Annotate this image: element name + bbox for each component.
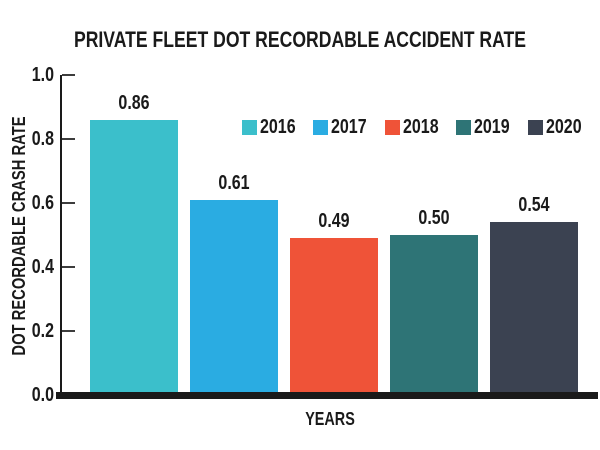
x-axis-line: [56, 392, 598, 399]
bar-2018: [290, 238, 378, 395]
y-tick-label: 0.4: [31, 256, 54, 278]
legend-swatch-icon: [241, 119, 257, 135]
y-tick: [62, 74, 75, 76]
legend-label: 2019: [474, 116, 510, 138]
legend-swatch-icon: [313, 119, 328, 135]
legend-swatch-icon: [384, 119, 400, 135]
legend-item-2019: 2019: [456, 117, 519, 137]
legend-swatch-icon: [527, 119, 543, 135]
legend-item-2016: 2016: [241, 116, 305, 138]
bar-value-label-2016: 0.86: [118, 92, 150, 114]
bar-2019: [390, 235, 478, 395]
bar-2017: [190, 200, 278, 395]
y-tick: [62, 138, 75, 140]
y-tick-label: 0.8: [31, 128, 54, 150]
legend-label: 2020: [545, 116, 582, 138]
legend-item-2020: 2020: [527, 116, 591, 138]
bar-value-label-2018: 0.49: [318, 210, 350, 232]
y-tick: [62, 202, 75, 204]
y-tick: [62, 330, 75, 332]
legend-swatch-icon: [456, 119, 471, 135]
y-axis-line: [60, 75, 62, 395]
legend-item-2017: 2017: [313, 117, 376, 137]
legend-label: 2016: [259, 116, 296, 138]
legend-label: 2018: [402, 116, 439, 138]
plot-area: 1.0 0.8 0.6 0.4 0.2 0.0 0.86 0.61 0.49 0.50 0.54: [32, 65, 598, 405]
y-tick-label: 0.6: [31, 192, 54, 214]
legend-item-2018: 2018: [384, 116, 448, 138]
bar-value-label-2017: 0.61: [218, 172, 250, 194]
bar-2020: [490, 222, 578, 395]
legend-label: 2017: [331, 116, 367, 138]
bar-value-label-2020: 0.54: [518, 194, 550, 216]
y-tick-label: 1.0: [31, 64, 54, 86]
chart-title: PRIVATE FLEET DOT RECORDABLE ACCIDENT RA…: [73, 27, 527, 52]
y-tick: [62, 266, 75, 268]
y-tick-label: 0.2: [31, 320, 54, 342]
legend: 2016 2017 2018 2019 2020: [241, 116, 591, 138]
x-axis-title: YEARS: [305, 409, 355, 429]
bar-value-label-2019: 0.50: [418, 207, 450, 229]
y-tick-label: 0.0: [31, 384, 54, 406]
bar-2016: [90, 120, 178, 395]
